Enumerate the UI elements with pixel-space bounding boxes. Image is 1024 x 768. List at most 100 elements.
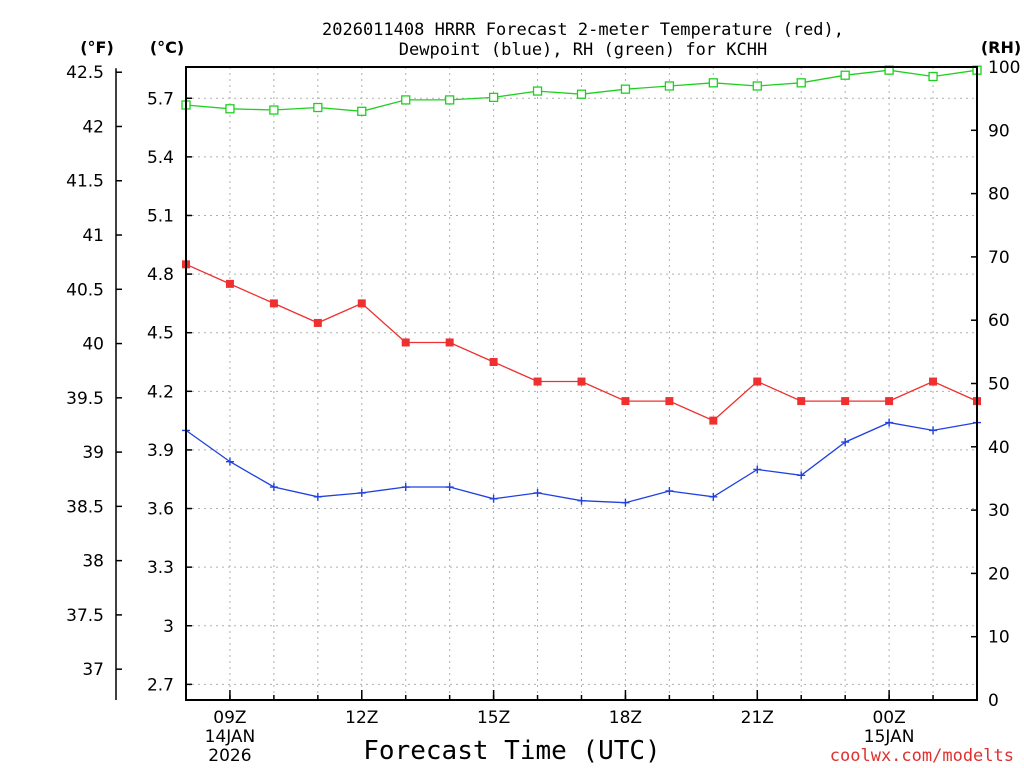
- chart-title-line2: Dewpoint (blue), RH (green) for KCHH: [399, 40, 767, 60]
- dewpoint-point-1: [225, 457, 234, 466]
- dewpoint-point-9: [577, 496, 586, 505]
- time-tick-label-2-0: 15Z: [477, 708, 510, 728]
- fahrenheit-tick-label-5: 40: [82, 335, 104, 355]
- series-dewpoint: [182, 418, 981, 507]
- plot-frame: [185, 66, 978, 701]
- rh-point-3: [313, 102, 323, 113]
- rh-tick-label-4: 60: [988, 311, 1010, 331]
- celsius-tick-label-6: 3.9: [147, 441, 174, 461]
- fahrenheit-axis: 42.5 42 41.5 41 40.5 40 39.5 39 38.5 38 37.5 37: [66, 63, 122, 700]
- dewpoint-point-2: [269, 483, 278, 492]
- fahrenheit-tick-label-2: 41.5: [66, 172, 104, 192]
- temperature-point-15: [841, 397, 850, 406]
- temperature-point-5: [401, 338, 410, 347]
- celsius-tick-label-7: 3.6: [147, 500, 174, 520]
- rh-point-11: [664, 81, 675, 91]
- rh-tick-label-8: 20: [988, 564, 1010, 584]
- rh-point-14: [796, 78, 806, 88]
- fahrenheit-tick-label-8: 38.5: [66, 497, 104, 517]
- time-tick-label-5-0: 00Z: [872, 708, 905, 728]
- celsius-tick-label-9: 3: [163, 617, 174, 637]
- fahrenheit-tick-label-3: 41: [82, 226, 104, 246]
- dewpoint-point-14: [797, 471, 806, 480]
- dewpoint-point-12: [709, 492, 718, 501]
- rh-tick-label-5: 50: [988, 375, 1010, 395]
- rh-point-2: [269, 105, 279, 115]
- temperature-point-17: [929, 377, 938, 386]
- fahrenheit-tick-label-4: 40.5: [66, 280, 104, 300]
- rh-tick-label-0: 100: [988, 58, 1020, 78]
- rh-point-5: [401, 95, 411, 105]
- fahrenheit-tick-label-7: 39: [82, 443, 104, 463]
- dewpoint-point-16: [885, 418, 894, 427]
- celsius-tick-label-5: 4.2: [147, 382, 174, 402]
- rh-point-8: [532, 86, 543, 96]
- dewpoint-point-3: [313, 492, 322, 501]
- temperature-point-14: [797, 397, 806, 406]
- fahrenheit-unit-label: (°F): [80, 38, 114, 57]
- x-axis-title: Forecast Time (UTC): [363, 736, 660, 766]
- temperature-point-2: [269, 299, 278, 308]
- dewpoint-point-8: [533, 488, 542, 497]
- temperature-point-11: [665, 397, 674, 406]
- fahrenheit-tick-label-10: 37.5: [66, 606, 104, 626]
- temperature-point-8: [533, 377, 542, 386]
- rh-point-13: [752, 81, 762, 91]
- temperature-point-13: [753, 377, 762, 386]
- celsius-tick-label-1: 5.4: [147, 148, 174, 168]
- rh-tick-label-10: 0: [988, 691, 999, 711]
- dewpoint-point-5: [401, 483, 410, 492]
- rh-point-6: [445, 95, 455, 105]
- temperature-point-12: [709, 416, 718, 425]
- celsius-tick-label-8: 3.3: [147, 558, 174, 578]
- time-tick-label-0-1: 14JAN: [205, 727, 256, 747]
- credit-text: coolwx.com/modelts: [830, 746, 1014, 766]
- temperature-point-16: [885, 397, 894, 406]
- rh-point-7: [488, 92, 499, 103]
- dewpoint-point-11: [665, 486, 674, 495]
- rh-tick-label-3: 70: [988, 248, 1010, 268]
- time-tick-label-1-0: 12Z: [345, 708, 378, 728]
- dewpoint-point-4: [357, 488, 366, 497]
- series-temperature: [182, 260, 981, 425]
- celsius-tick-label-4: 4.5: [147, 324, 174, 344]
- time-tick-label-3-0: 18Z: [609, 708, 642, 728]
- dewpoint-point-17: [929, 426, 938, 435]
- rh-unit-label: (RH): [981, 38, 1021, 57]
- fahrenheit-tick-label-9: 38: [82, 552, 104, 572]
- fahrenheit-tick-label-6: 39.5: [66, 389, 104, 409]
- rh-point-9: [576, 89, 587, 99]
- fahrenheit-tick-label-1: 42: [82, 117, 104, 137]
- time-tick-label-4-0: 21Z: [741, 708, 774, 728]
- dewpoint-point-6: [445, 483, 454, 492]
- temperature-point-3: [313, 318, 322, 327]
- rh-point-1: [225, 104, 235, 114]
- dewpoint-point-13: [753, 465, 762, 474]
- rh-point-10: [620, 84, 631, 94]
- temperature-point-10: [621, 397, 630, 406]
- rh-tick-label-6: 40: [988, 438, 1010, 458]
- rh-tick-label-1: 90: [988, 121, 1010, 141]
- celsius-tick-label-10: 2.7: [147, 675, 174, 695]
- dewpoint-point-10: [621, 498, 630, 507]
- time-tick-label-0-0: 09Z: [213, 708, 246, 728]
- temperature-point-9: [577, 377, 586, 386]
- temperature-point-1: [225, 279, 234, 288]
- celsius-tick-label-2: 5.1: [147, 206, 174, 226]
- rh-tick-label-2: 80: [988, 185, 1010, 205]
- temperature-point-6: [445, 338, 454, 347]
- temperature-point-7: [489, 358, 498, 367]
- time-tick-label-0-2: 2026: [208, 746, 251, 766]
- temperature-point-4: [357, 299, 366, 308]
- celsius-axis: 5.7 5.4 5.1 4.8 4.5 4.2 3.9 3.6 3.3 3 2.7: [147, 89, 192, 695]
- dewpoint-point-7: [489, 494, 498, 503]
- dewpoint-point-15: [841, 438, 850, 447]
- fahrenheit-tick-label-0: 42.5: [66, 63, 104, 83]
- celsius-unit-label: (°C): [150, 38, 184, 57]
- rh-point-4: [357, 106, 367, 116]
- rh-point-15: [840, 70, 850, 80]
- time-tick-label-5-1: 15JAN: [864, 727, 915, 747]
